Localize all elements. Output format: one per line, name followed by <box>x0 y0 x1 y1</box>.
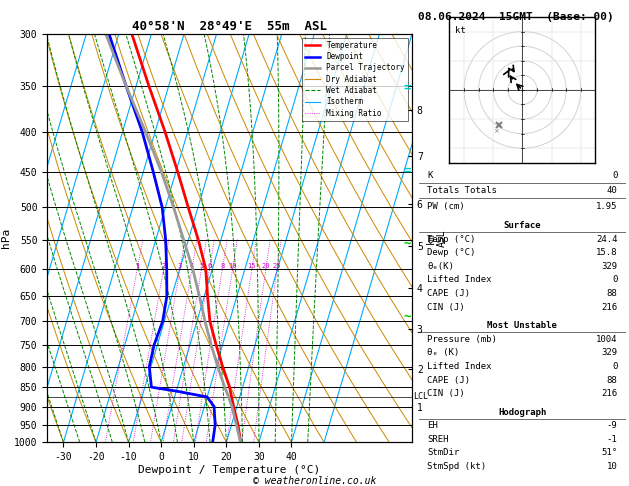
Text: CIN (J): CIN (J) <box>427 389 465 398</box>
Text: 24.4: 24.4 <box>596 235 618 243</box>
Text: Pressure (mb): Pressure (mb) <box>427 335 497 344</box>
Text: EH: EH <box>427 421 438 430</box>
Text: Lifted Index: Lifted Index <box>427 362 492 371</box>
Text: =: = <box>403 81 411 94</box>
Text: © weatheronline.co.uk: © weatheronline.co.uk <box>253 476 376 486</box>
Text: θₑ (K): θₑ (K) <box>427 348 459 357</box>
Text: 15.8: 15.8 <box>596 248 618 257</box>
Text: 15: 15 <box>248 263 256 269</box>
Text: 4: 4 <box>190 263 194 269</box>
Text: 8: 8 <box>220 263 225 269</box>
Text: CAPE (J): CAPE (J) <box>427 289 470 298</box>
Text: StmDir: StmDir <box>427 449 459 457</box>
Text: 40: 40 <box>607 186 618 195</box>
Text: StmSpd (kt): StmSpd (kt) <box>427 462 486 471</box>
Text: 88: 88 <box>607 289 618 298</box>
Text: 10: 10 <box>607 462 618 471</box>
Text: SREH: SREH <box>427 435 448 444</box>
Title: 40°58'N  28°49'E  55m  ASL: 40°58'N 28°49'E 55m ASL <box>132 20 327 33</box>
Text: 6: 6 <box>208 263 211 269</box>
Text: 51°: 51° <box>601 449 618 457</box>
Text: =: = <box>403 164 411 176</box>
Text: ~: ~ <box>403 310 411 322</box>
Text: CIN (J): CIN (J) <box>427 303 465 312</box>
Text: Hodograph: Hodograph <box>498 408 547 417</box>
Text: PW (cm): PW (cm) <box>427 202 465 210</box>
Text: -9: -9 <box>607 421 618 430</box>
Text: LCL: LCL <box>413 393 428 401</box>
Text: Temp (°C): Temp (°C) <box>427 235 476 243</box>
Text: 10: 10 <box>228 263 237 269</box>
Text: Totals Totals: Totals Totals <box>427 186 497 195</box>
Text: 0: 0 <box>612 276 618 284</box>
Text: 3: 3 <box>178 263 182 269</box>
Text: 20: 20 <box>262 263 270 269</box>
Text: 329: 329 <box>601 262 618 271</box>
Text: ~: ~ <box>403 237 411 249</box>
Text: Dewp (°C): Dewp (°C) <box>427 248 476 257</box>
Text: $\times$: $\times$ <box>493 127 500 136</box>
Text: 88: 88 <box>607 376 618 384</box>
Text: 329: 329 <box>601 348 618 357</box>
Text: 2: 2 <box>162 263 165 269</box>
Text: 216: 216 <box>601 303 618 312</box>
Text: 0: 0 <box>612 362 618 371</box>
Text: Surface: Surface <box>504 221 541 230</box>
Text: 216: 216 <box>601 389 618 398</box>
Text: 1004: 1004 <box>596 335 618 344</box>
Text: K: K <box>427 171 433 180</box>
Text: 08.06.2024  15GMT  (Base: 00): 08.06.2024 15GMT (Base: 00) <box>418 12 614 22</box>
Text: 0: 0 <box>612 171 618 180</box>
Text: kt: kt <box>455 26 466 35</box>
Text: Most Unstable: Most Unstable <box>487 321 557 330</box>
Text: 5: 5 <box>199 263 204 269</box>
Text: CAPE (J): CAPE (J) <box>427 376 470 384</box>
Text: 1: 1 <box>135 263 140 269</box>
Text: -1: -1 <box>607 435 618 444</box>
Legend: Temperature, Dewpoint, Parcel Trajectory, Dry Adiabat, Wet Adiabat, Isotherm, Mi: Temperature, Dewpoint, Parcel Trajectory… <box>302 38 408 121</box>
Text: Lifted Index: Lifted Index <box>427 276 492 284</box>
Y-axis label: km
ASL: km ASL <box>425 229 447 247</box>
X-axis label: Dewpoint / Temperature (°C): Dewpoint / Temperature (°C) <box>138 465 321 475</box>
Text: θₑ(K): θₑ(K) <box>427 262 454 271</box>
Y-axis label: hPa: hPa <box>1 228 11 248</box>
Text: 25: 25 <box>273 263 281 269</box>
Text: 1.95: 1.95 <box>596 202 618 210</box>
